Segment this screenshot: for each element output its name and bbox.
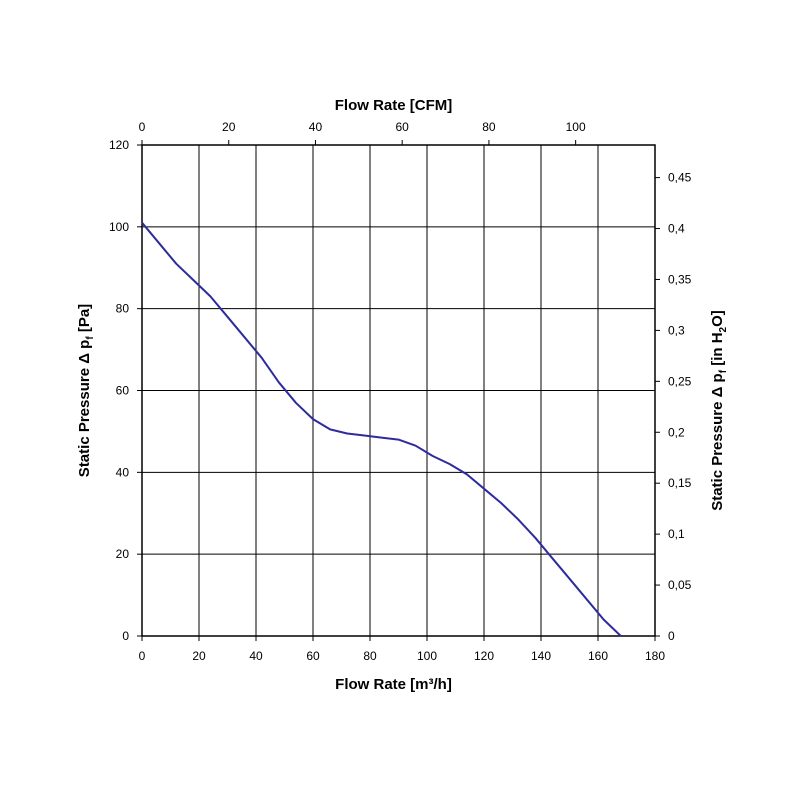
bottom-tick-label: 140 — [531, 649, 551, 663]
right-axis-title-tail: O] — [709, 310, 726, 327]
right-tick-label: 0,05 — [668, 578, 692, 592]
left-tick-label: 120 — [109, 138, 129, 152]
bottom-tick-labels: 0 20 40 60 80 100 120 140 160 180 — [139, 636, 665, 663]
left-axis-title-tail: [Pa] — [76, 304, 93, 337]
right-tick-label: 0,25 — [668, 374, 692, 388]
grid-lines — [141, 144, 656, 637]
bottom-tick-label: 100 — [417, 649, 437, 663]
top-tick-label: 100 — [566, 120, 586, 134]
right-tick-label: 0,1 — [668, 527, 685, 541]
bottom-tick-label: 180 — [645, 649, 665, 663]
left-axis-title-sub: f — [85, 336, 96, 340]
right-tick-label: 0,35 — [668, 272, 692, 286]
right-tick-label: 0,2 — [668, 425, 685, 439]
left-tick-labels: 0 20 40 60 80 100 120 — [109, 138, 142, 643]
top-tick-label: 60 — [396, 120, 410, 134]
right-axis-title-main: Static Pressure Δ p — [709, 373, 726, 511]
left-tick-label: 100 — [109, 220, 129, 234]
right-axis-title: Static Pressure Δ pf [in H2O] — [709, 310, 729, 511]
left-tick-label: 40 — [116, 465, 130, 479]
left-tick-label: 60 — [116, 384, 130, 398]
left-tick-label: 0 — [122, 629, 129, 643]
top-tick-labels: 0 20 40 60 80 100 — [139, 120, 586, 145]
bottom-tick-label: 20 — [192, 649, 206, 663]
top-tick-label: 20 — [222, 120, 236, 134]
right-tick-label: 0,3 — [668, 323, 685, 337]
bottom-tick-label: 120 — [474, 649, 494, 663]
right-tick-label: 0,4 — [668, 222, 685, 236]
right-axis-title-sub2: 2 — [718, 326, 729, 332]
bottom-axis-title: Flow Rate [m³/h] — [335, 676, 452, 693]
bottom-tick-label: 160 — [588, 649, 608, 663]
bottom-tick-label: 0 — [139, 649, 146, 663]
right-tick-label: 0 — [668, 629, 675, 643]
left-axis-title-main: Static Pressure Δ p — [76, 340, 93, 478]
right-axis-title-mid: [in H — [709, 332, 726, 370]
top-tick-label: 40 — [309, 120, 323, 134]
top-axis-title: Flow Rate [CFM] — [335, 97, 453, 114]
left-tick-label: 20 — [116, 547, 130, 561]
right-axis-title-sub: f — [718, 369, 729, 373]
right-tick-labels: 0 0,05 0,1 0,15 0,2 0,25 0,3 0,35 0,4 0,45 — [655, 171, 692, 643]
bottom-tick-label: 40 — [249, 649, 263, 663]
left-axis-title: Static Pressure Δ pf [Pa] — [76, 304, 96, 477]
top-tick-label: 0 — [139, 120, 146, 134]
bottom-tick-label: 60 — [306, 649, 320, 663]
right-tick-label: 0,15 — [668, 476, 692, 490]
pressure-curve-line — [141, 222, 622, 637]
left-tick-label: 80 — [116, 302, 130, 316]
bottom-tick-label: 80 — [363, 649, 377, 663]
top-tick-label: 80 — [482, 120, 496, 134]
right-tick-label: 0,45 — [668, 171, 692, 185]
